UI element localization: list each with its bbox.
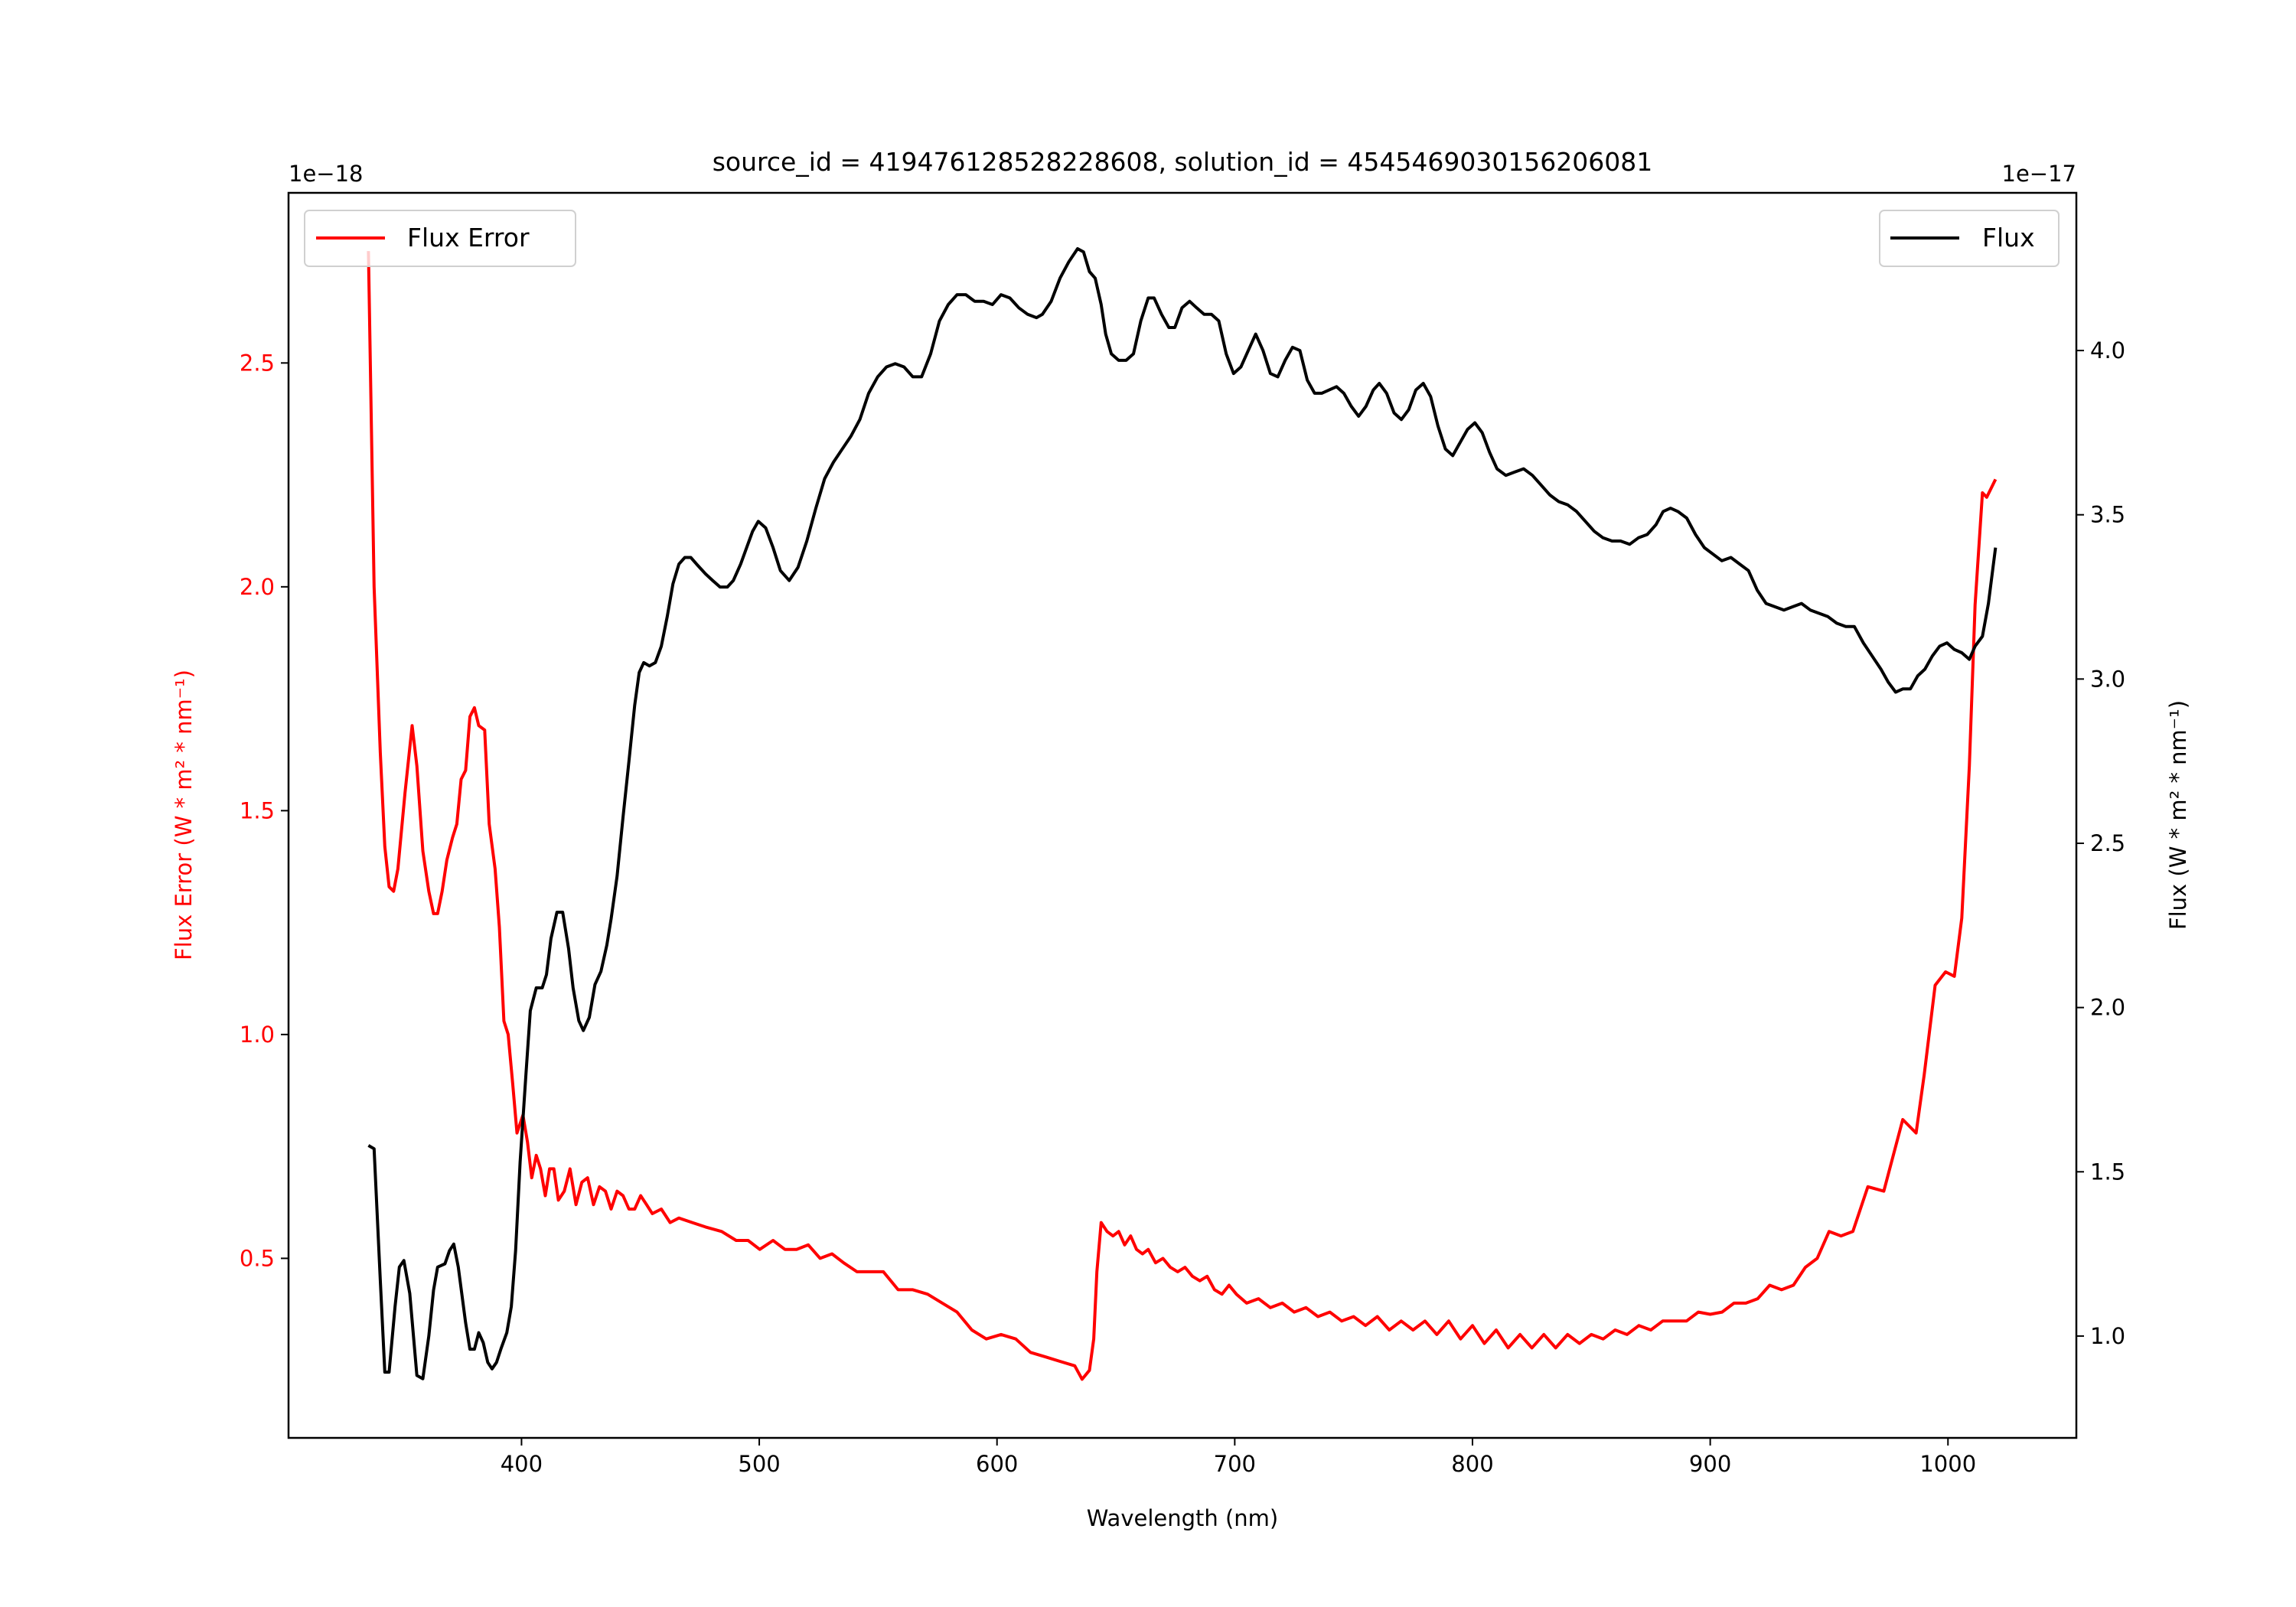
right-y-tick-label: 3.5 [2090,502,2125,528]
series-line-flux [367,247,1998,1380]
x-tick-label: 400 [501,1451,543,1477]
x-tick-label: 900 [1689,1451,1731,1477]
legend-flux-error: Flux Error [304,210,576,267]
x-tick-label: 1000 [1919,1451,1976,1477]
right-y-tick-label: 3.0 [2090,666,2125,692]
left-y-tick-label: 2.5 [240,350,275,376]
left-y-tick-label: 1.0 [240,1022,275,1048]
left-y-axis-label: Flux Error (W * m² * nm⁻¹) [171,670,197,960]
x-tick-label: 800 [1451,1451,1493,1477]
series-line-flux-error [367,251,1998,1381]
left-y-tick-label: 0.5 [240,1245,275,1271]
legend-label-flux-error: Flux Error [407,223,530,253]
x-tick-label: 600 [976,1451,1018,1477]
left-offset-text: 1e−18 [289,161,364,187]
right-y-tick-label: 1.0 [2090,1323,2125,1349]
legend-label-flux: Flux [1982,223,2035,253]
right-y-axis-label: Flux (W * m² * nm⁻¹) [2165,700,2191,930]
legend-box [1879,210,2060,267]
right-y-tick-label: 1.5 [2090,1159,2125,1185]
right-y-tick-label: 2.0 [2090,995,2125,1021]
legend-flux: Flux [1879,210,2060,267]
x-tick-label: 700 [1214,1451,1256,1477]
right-y-tick-label: 4.0 [2090,337,2125,363]
left-y-tick-label: 2.0 [240,574,275,600]
x-tick-label: 500 [738,1451,780,1477]
right-y-tick-label: 2.5 [2090,830,2125,856]
left-y-tick-label: 1.5 [240,797,275,823]
plot-frame [287,191,2078,1439]
x-axis-label: Wavelength (nm) [1087,1505,1279,1531]
right-offset-text: 1e−17 [2002,161,2077,187]
chart-title: source_id = 419476128528228608, solution… [713,147,1653,177]
legend-box [304,210,576,267]
